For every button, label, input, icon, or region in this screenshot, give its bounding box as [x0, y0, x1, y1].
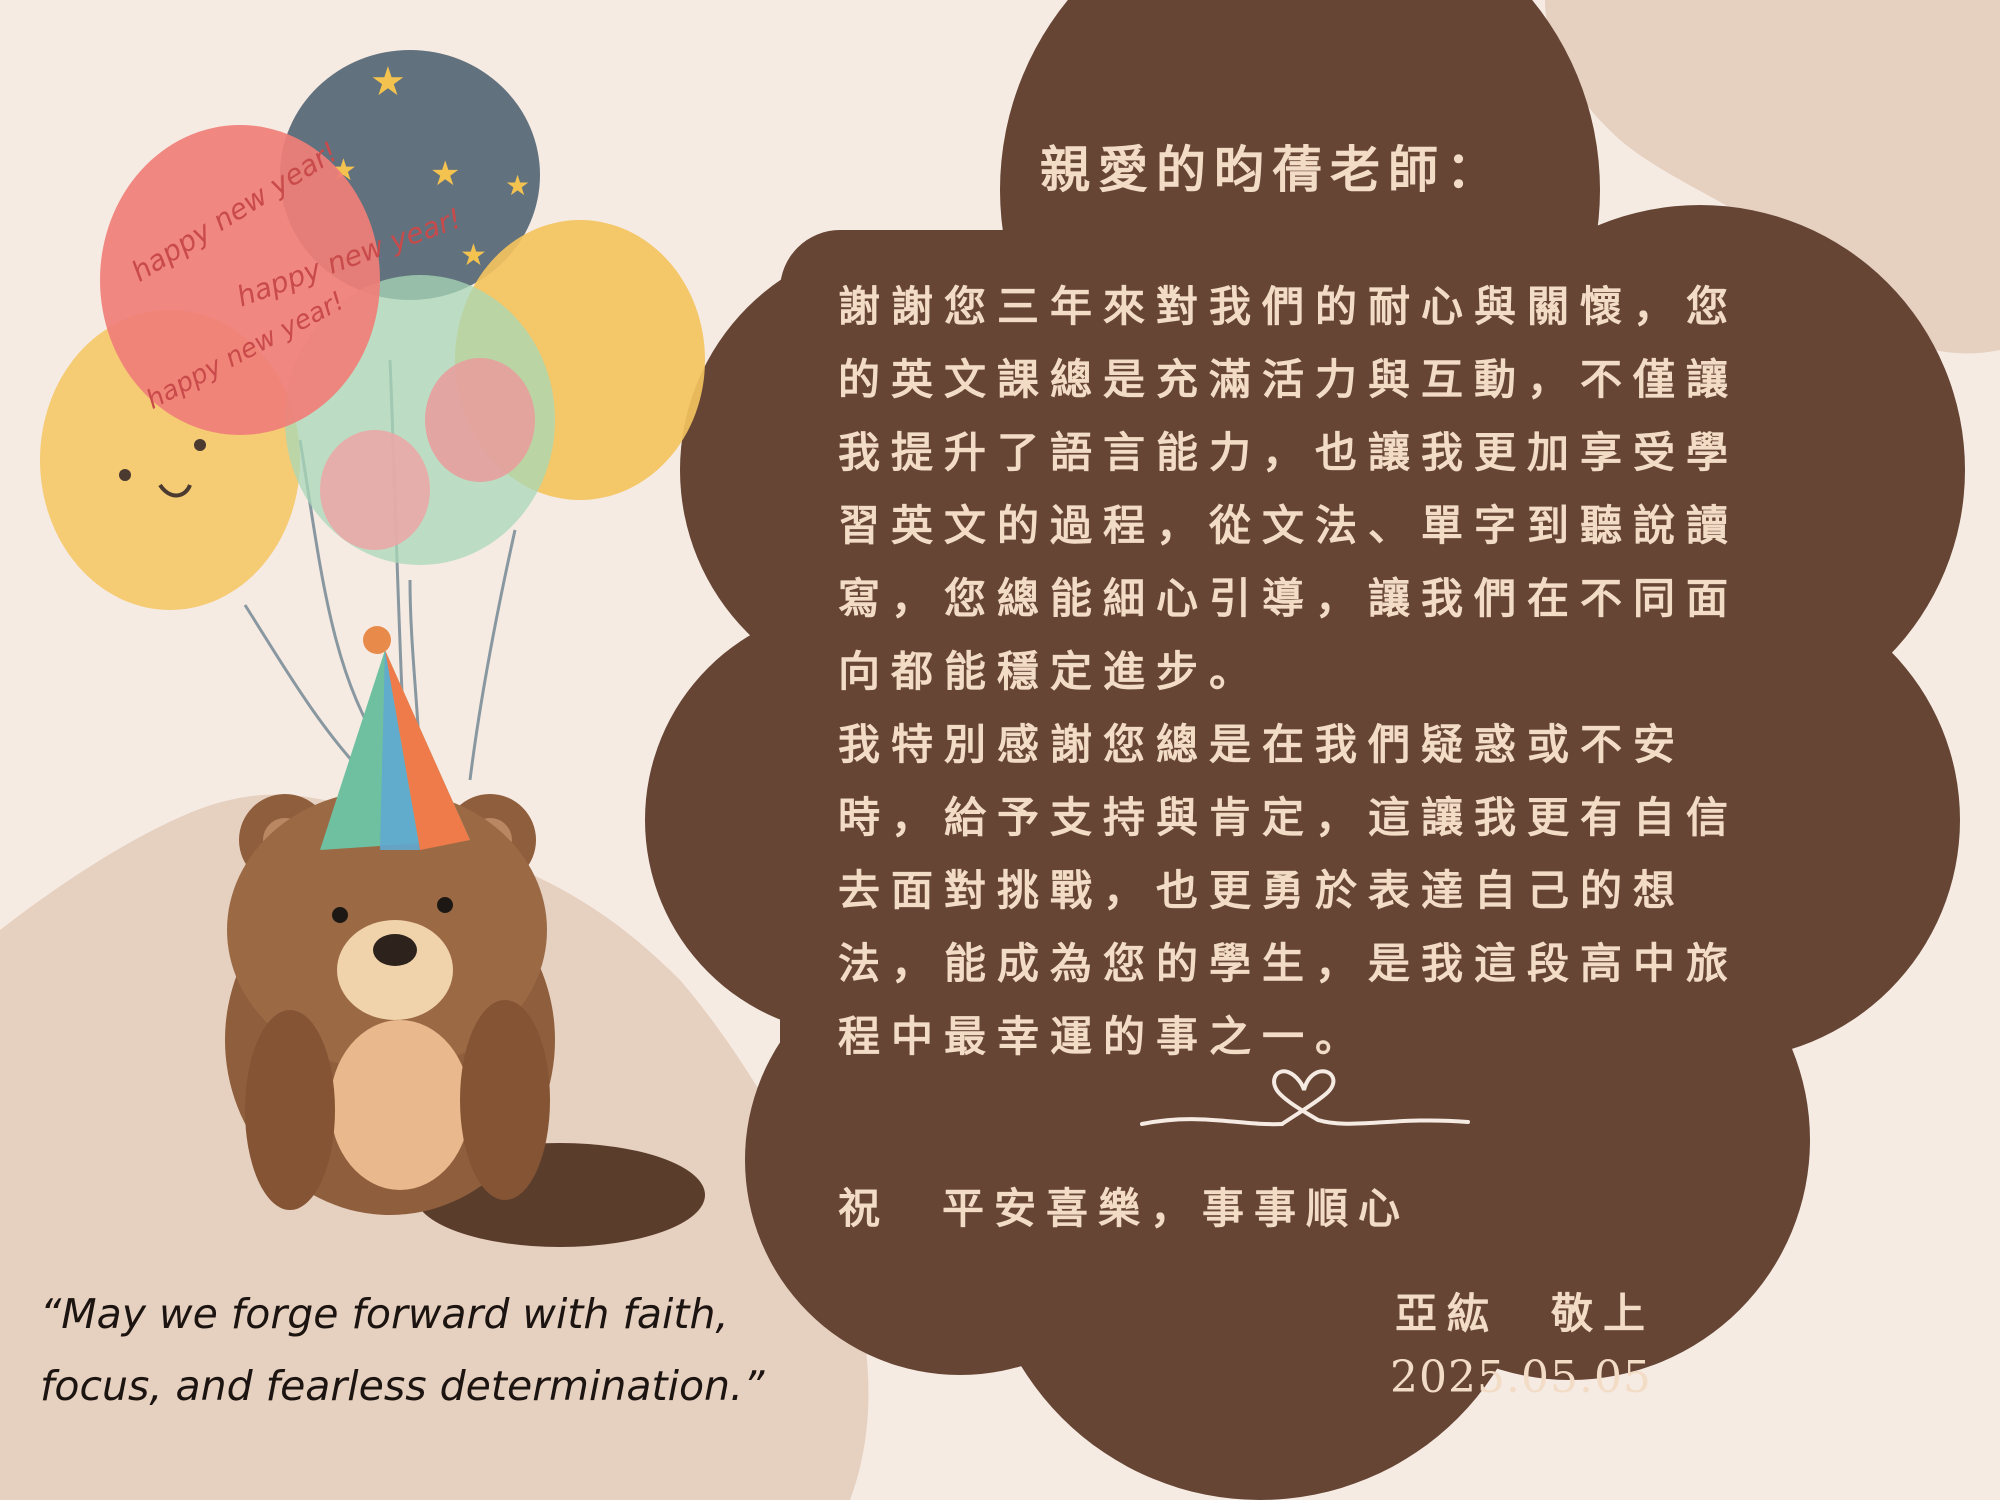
- letter-date: 2025.05.05: [1390, 1352, 1652, 1403]
- letter-paragraph-1: 謝謝您三年來對我們的耐心與關懷，您的英文課總是充滿活力與互動，不僅讓我提升了語言…: [838, 282, 1740, 696]
- svg-text:★: ★: [370, 59, 406, 105]
- letter-greeting: 親愛的昀蒨老師：: [1040, 140, 1504, 199]
- heart-divider-icon: [1140, 1069, 1470, 1127]
- pink-striped-balloon: [425, 358, 535, 482]
- letter-card: [645, 0, 1965, 1500]
- bear-with-party-hat-illustration: [225, 626, 705, 1247]
- svg-text:★: ★: [430, 154, 460, 194]
- red-balloon: [100, 125, 380, 435]
- svg-text:★: ★: [505, 169, 530, 202]
- letter-body: 謝謝您三年來對我們的耐心與關懷，您的英文課總是充滿活力與互動，不僅讓我提升了語言…: [838, 270, 1748, 1073]
- letter-paragraph-2: 我特別感謝您總是在我們疑惑或不安時，給予支持與肯定，這讓我更有自信去面對挑戰，也…: [838, 720, 1740, 1061]
- svg-text:★: ★: [460, 238, 487, 273]
- letter-signature: 亞紘 敬上: [1395, 1289, 1656, 1338]
- pink-small-balloon: [320, 430, 430, 550]
- motivational-quote: “May we forge forward with faith, focus,…: [40, 1290, 765, 1410]
- balloon-bunch-illustration: ★ ★ ★ ★ ★ happy new year! happy new year…: [40, 50, 705, 610]
- top-right-blob: [1545, 0, 2000, 354]
- letter-blessing: 祝 平安喜樂，事事順心: [838, 1184, 1411, 1233]
